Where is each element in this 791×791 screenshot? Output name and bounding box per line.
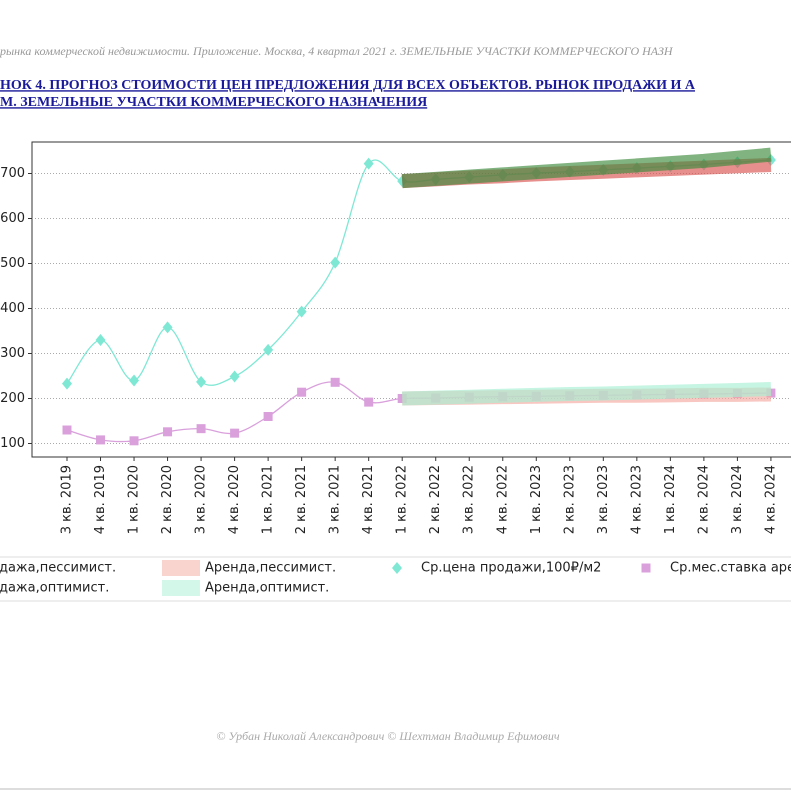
page-footer: © Урбан Николай Александрович © Шехтман …	[216, 729, 559, 743]
y-tick-label: 300	[0, 346, 25, 361]
marker	[330, 377, 340, 387]
y-tick-label: 500	[0, 256, 25, 271]
page-header: рынка коммерческой недвижимости. Приложе…	[0, 44, 674, 58]
marker	[263, 343, 274, 356]
legend-box	[0, 556, 791, 602]
marker	[96, 435, 106, 445]
x-tick-label: 4 кв. 2020	[227, 465, 242, 534]
x-tick-label: 4 кв. 2024	[763, 465, 778, 534]
plot-frame	[31, 141, 791, 458]
legend-swatch	[162, 580, 200, 596]
marker	[129, 436, 139, 446]
legend-marker	[641, 563, 651, 573]
marker	[297, 387, 307, 397]
legend-label: Ср.мес.ставка арен	[670, 561, 791, 576]
legend-marker	[392, 562, 402, 574]
x-tick-label: 2 кв. 2023	[562, 465, 577, 534]
x-tick-label: 1 кв. 2020	[127, 465, 142, 534]
marker	[296, 305, 307, 318]
forecast-band	[402, 382, 772, 406]
marker	[62, 377, 72, 390]
y-tick-label: 100	[0, 436, 25, 451]
y-tick-label: 600	[0, 211, 25, 226]
marker	[196, 375, 207, 388]
marker	[95, 334, 106, 346]
legend-label: Аренда,пессимист.	[205, 561, 336, 576]
figure-title: НОК 4. ПРОГНОЗ СТОИМОСТИ ЦЕН ПРЕДЛОЖЕНИЯ…	[0, 78, 696, 93]
x-tick-label: 4 кв. 2022	[495, 465, 510, 534]
marker	[363, 157, 374, 170]
forecast-band	[401, 147, 772, 189]
x-tick-label: 3 кв. 2022	[462, 465, 477, 534]
marker	[163, 427, 173, 437]
marker	[330, 256, 341, 269]
x-tick-label: 3 кв. 2020	[194, 465, 209, 534]
x-tick-label: 4 кв. 2021	[361, 465, 376, 534]
legend-label: Ср.цена продажи,100₽/м2	[421, 561, 601, 576]
x-tick-label: 2 кв. 2024	[696, 465, 711, 534]
y-tick-label: 400	[0, 301, 25, 316]
x-tick-label: 3 кв. 2024	[730, 465, 745, 534]
marker	[129, 374, 140, 387]
x-tick-label: 3 кв. 2019	[60, 465, 75, 534]
y-tick-label: 200	[0, 391, 25, 406]
x-tick-label: 3 кв. 2021	[328, 465, 343, 534]
x-tick-label: 1 кв. 2021	[261, 465, 276, 534]
x-tick-label: 2 кв. 2022	[428, 465, 443, 534]
marker	[364, 397, 374, 407]
marker	[263, 412, 273, 421]
legend-label: Продажа,оптимист.	[0, 581, 109, 596]
x-tick-label: 1 кв. 2022	[395, 465, 410, 534]
marker	[229, 370, 240, 383]
x-tick-label: 2 кв. 2020	[160, 465, 175, 534]
marker	[162, 321, 173, 334]
x-tick-label: 3 кв. 2023	[596, 465, 611, 534]
marker	[62, 425, 72, 435]
legend-label: Аренда,оптимист.	[205, 581, 329, 596]
x-tick-label: 4 кв. 2023	[629, 465, 644, 534]
legend-swatch	[162, 560, 200, 576]
x-tick-label: 2 кв. 2021	[294, 465, 309, 534]
marker	[196, 424, 206, 434]
figure-title: М. ЗЕМЕЛЬНЫЕ УЧАСТКИ КОММЕРЧЕСКОГО НАЗНА…	[0, 95, 427, 110]
x-tick-label: 1 кв. 2023	[529, 465, 544, 534]
legend-label: Продажа,пессимист.	[0, 561, 116, 576]
y-tick-label: 700	[0, 166, 25, 181]
x-tick-label: 1 кв. 2024	[663, 465, 678, 534]
marker	[230, 428, 240, 438]
x-tick-label: 4 кв. 2019	[93, 465, 108, 534]
